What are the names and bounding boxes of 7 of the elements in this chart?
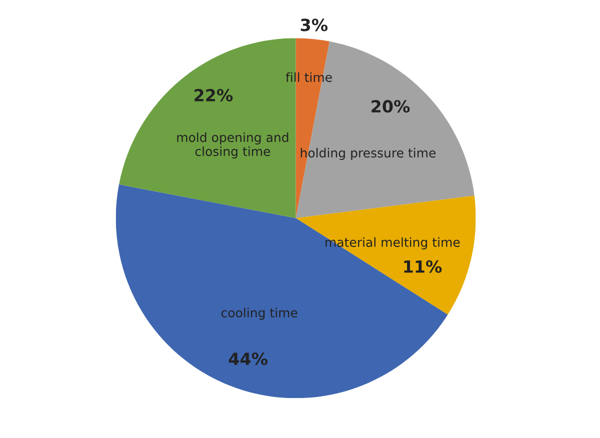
data-label: 11%: [404, 260, 442, 273]
data-label: 22%: [194, 88, 233, 102]
slice-label: cooling time: [221, 308, 298, 320]
data-label: 3%: [300, 18, 328, 32]
slice-label: mold opening and closing time: [177, 132, 288, 159]
data-label: 20%: [372, 100, 410, 113]
data-label: 44%: [228, 352, 268, 366]
